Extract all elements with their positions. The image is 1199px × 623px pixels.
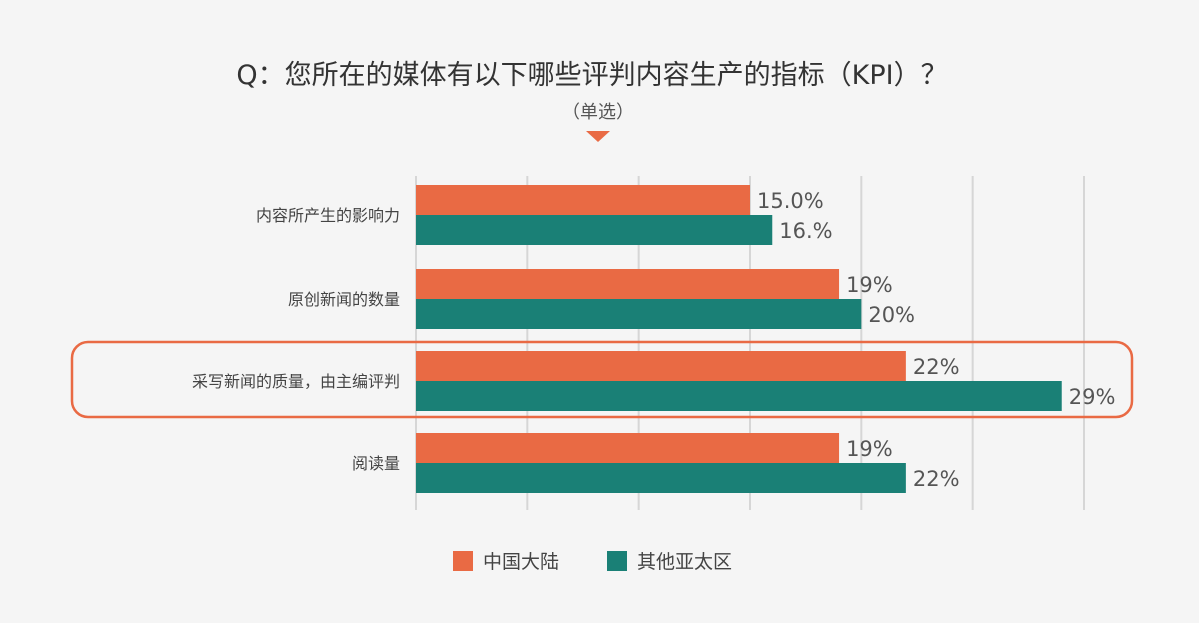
bar xyxy=(416,299,862,329)
chart-subtitle: （单选） xyxy=(562,102,634,123)
data-label: 22% xyxy=(913,355,960,379)
chart-title: Q：您所在的媒体有以下哪些评判内容生产的指标（KPI）？ xyxy=(236,60,947,91)
legend-swatch xyxy=(607,551,627,571)
legend: 中国大陆 其他亚太区 xyxy=(453,551,732,573)
bar xyxy=(416,215,773,245)
bar xyxy=(416,269,840,299)
data-label: 15.0% xyxy=(757,189,824,213)
bar xyxy=(416,351,906,381)
category-label: 阅读量 xyxy=(352,454,400,473)
bars xyxy=(416,185,1062,493)
bar xyxy=(416,433,840,463)
data-label: 16.% xyxy=(779,219,832,243)
legend-swatch xyxy=(453,551,473,571)
data-label: 19% xyxy=(846,437,893,461)
category-label: 内容所产生的影响力 xyxy=(256,206,400,225)
data-label: 19% xyxy=(846,273,893,297)
legend-label: 中国大陆 xyxy=(483,551,559,573)
category-label: 采写新闻的质量，由主编评判 xyxy=(192,372,400,391)
category-label: 原创新闻的数量 xyxy=(288,290,400,309)
subtitle-pointer-triangle xyxy=(586,131,610,142)
bar xyxy=(416,185,750,215)
data-label: 20% xyxy=(868,303,915,327)
highlight-layer xyxy=(70,340,1134,419)
bar xyxy=(416,463,906,493)
data-labels: 15.0% 16.% 19% 20% 22% 29% 19% 22% xyxy=(757,189,1115,491)
bar xyxy=(416,381,1062,411)
data-label: 22% xyxy=(913,467,960,491)
highlight-frame xyxy=(70,340,1134,419)
legend-label: 其他亚太区 xyxy=(637,551,732,573)
data-label: 29% xyxy=(1069,385,1116,409)
